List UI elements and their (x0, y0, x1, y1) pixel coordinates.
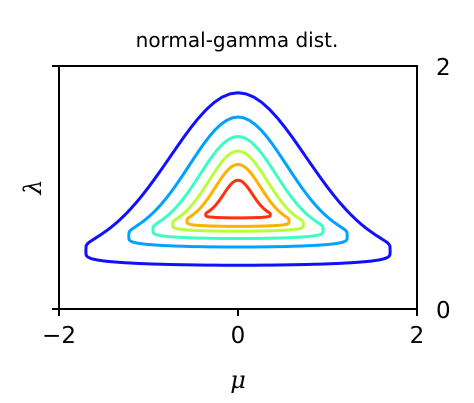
contour-level-1 (84, 91, 392, 267)
y-tick-label: 2 (436, 55, 451, 81)
x-axis-label: μ (230, 366, 246, 394)
x-tick-group: −2 0 2 (42, 309, 424, 349)
contour-level-6 (204, 178, 272, 220)
contour-level-2 (127, 115, 349, 249)
y-tick-group: 02 (52, 55, 451, 324)
plot-frame (58, 65, 418, 310)
x-tick-label: 2 (410, 323, 425, 349)
x-tick-label: 0 (231, 323, 246, 349)
contour-group (84, 91, 392, 267)
y-axis-label: λ (19, 179, 47, 195)
y-tick-label: 0 (436, 298, 451, 324)
contour-level-4 (171, 149, 305, 233)
contour-level-3 (151, 134, 325, 241)
contour-level-5 (185, 162, 291, 228)
x-tick-label: −2 (42, 323, 76, 349)
chart-title: normal-gamma dist. (136, 28, 339, 52)
